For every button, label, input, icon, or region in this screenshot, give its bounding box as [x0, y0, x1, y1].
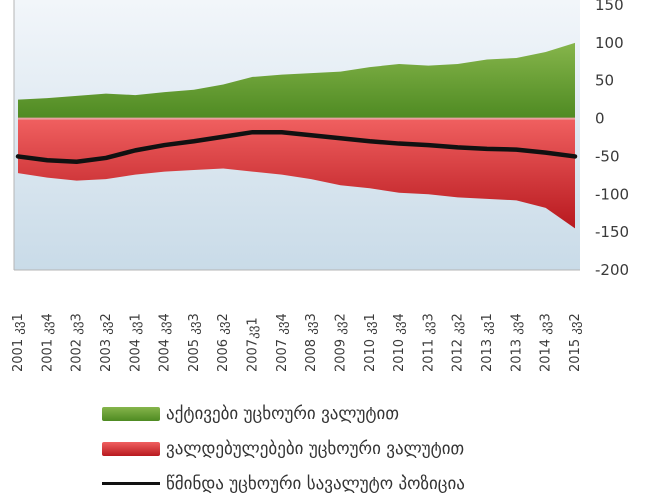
- series-layer: [15, 42, 578, 229]
- legend-item-net-position: წმინდა უცხოური სავალუტო პოზიცია: [102, 466, 622, 501]
- x-tick-label: 2014 კვ3: [539, 313, 554, 372]
- y-axis: 150 100 50 0 -50 -100 -150 -200: [595, 0, 629, 279]
- x-tick-label: 2011 კვ3: [421, 313, 436, 372]
- series-line-2: [15, 129, 578, 164]
- x-tick-label: 2013 კვ1: [480, 313, 495, 372]
- x-tick-label: 2012 კვ2: [451, 313, 466, 372]
- legend-item-assets: აქტივები უცხოური ვალუტით: [102, 396, 622, 431]
- y-tick-label: -200: [595, 261, 629, 279]
- x-tick-label: 2007კვ1: [246, 317, 261, 372]
- x-tick-label: 2007 კვ4: [275, 313, 290, 372]
- x-tick-label: 2005 კვ3: [187, 313, 202, 372]
- x-tick-label: 2006 კვ2: [216, 313, 231, 372]
- y-tick-label: 0: [595, 110, 605, 128]
- y-tick-label: -50: [595, 147, 620, 165]
- x-tick-label: 2015 კვ2: [568, 313, 583, 372]
- legend-label-net-position: წმინდა უცხოური სავალუტო პოზიცია: [166, 473, 465, 494]
- legend-swatch-liabilities: [102, 441, 160, 456]
- series-area-0: [18, 42, 575, 119]
- x-tick-label: 2001 კვ4: [40, 313, 55, 372]
- x-tick-label: 2009 კვ2: [333, 313, 348, 372]
- legend-swatch-net-position: [102, 482, 160, 485]
- x-tick-label: 2001 კვ1: [11, 313, 26, 372]
- x-tick-label: 2013 კვ4: [509, 313, 524, 372]
- y-tick-label: 150: [595, 0, 624, 14]
- x-tick-label: 2010 კვ1: [363, 313, 378, 372]
- x-tick-label: 2008 კვ3: [304, 313, 319, 372]
- y-tick-label: -150: [595, 223, 629, 241]
- x-tick-label: 2003 კვ2: [99, 313, 114, 372]
- x-tick-label: 2004 კვ1: [128, 313, 143, 372]
- legend-item-liabilities: ვალდებულებები უცხოური ვალუტით: [102, 431, 622, 466]
- y-tick-label: -100: [595, 185, 629, 203]
- legend-swatch-assets: [102, 406, 160, 421]
- x-tick-label: 2004 კვ4: [158, 313, 173, 372]
- y-tick-label: 50: [595, 72, 614, 90]
- y-tick-label: 100: [595, 34, 624, 52]
- x-tick-label: 2002 კვ3: [70, 313, 85, 372]
- x-tick-label: 2010 კვ4: [392, 313, 407, 372]
- legend: აქტივები უცხოური ვალუტით ვალდებულებები უ…: [102, 396, 622, 501]
- legend-label-liabilities: ვალდებულებები უცხოური ვალუტით: [166, 438, 465, 459]
- legend-label-assets: აქტივები უცხოური ვალუტით: [166, 403, 399, 424]
- x-axis: 2001 კვ1 2001 კვ4 2002 კვ3 2003 კვ2 2004 კვ1…: [11, 313, 583, 372]
